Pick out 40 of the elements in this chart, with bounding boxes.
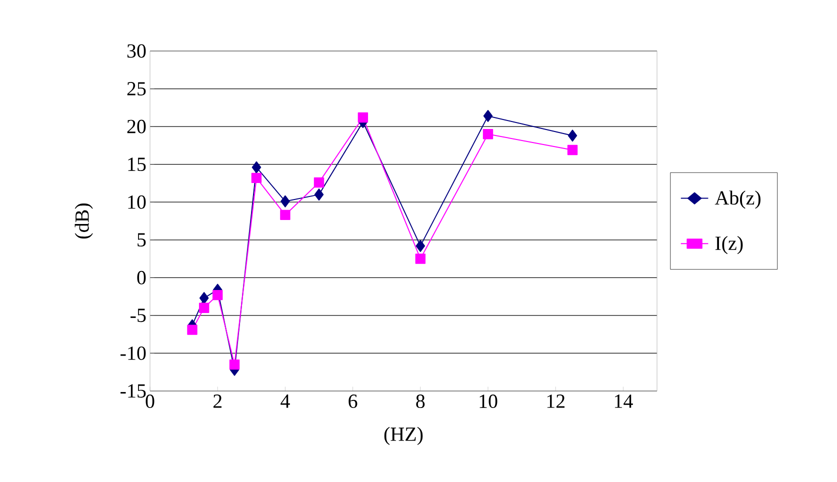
x-axis-title: (HZ) [384, 426, 423, 446]
point [482, 129, 494, 140]
y-tick-label: 15 [128, 158, 146, 172]
y-tick-label: -15 [120, 384, 146, 398]
point [415, 254, 426, 264]
point [212, 290, 223, 300]
x-tick-label: 12 [547, 394, 564, 408]
y-axis-title: (dB) [74, 204, 93, 238]
y-tick-label: 0 [137, 270, 146, 284]
y-tick-label: 30 [127, 44, 146, 58]
point [229, 359, 240, 370]
point [252, 161, 262, 174]
point [280, 195, 290, 208]
point [280, 210, 290, 220]
point [568, 130, 578, 142]
y-tick-label: 25 [127, 82, 146, 96]
y-tick-label: -5 [130, 308, 146, 322]
y-tick-label: 10 [128, 195, 146, 209]
point [483, 110, 493, 122]
y-tick-label: 20 [127, 120, 146, 134]
point [314, 177, 324, 188]
point [314, 188, 324, 201]
point [416, 240, 426, 252]
x-tick-label: 14 [614, 394, 633, 408]
point [187, 324, 198, 335]
point [198, 302, 210, 313]
legend-label: Ab(z) [714, 190, 760, 209]
legend-label: I(z) [715, 236, 743, 254]
point [199, 292, 209, 304]
y-tick-label: -10 [120, 346, 146, 360]
point [358, 112, 368, 123]
point [251, 172, 262, 184]
y-tick-label: 5 [138, 233, 146, 247]
x-tick-label: 6 [348, 394, 358, 408]
x-tick-label: 2 [213, 394, 222, 408]
x-tick-label: 10 [480, 394, 498, 408]
x-tick-label: 4 [280, 394, 290, 408]
x-tick-label: 8 [416, 394, 425, 408]
x-tick-label: 0 [146, 394, 154, 408]
point [567, 144, 578, 156]
